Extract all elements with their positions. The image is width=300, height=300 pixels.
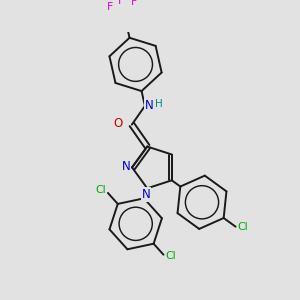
Text: F: F (131, 0, 137, 7)
Text: N: N (142, 188, 150, 201)
Text: F: F (107, 2, 113, 12)
Text: Cl: Cl (166, 251, 176, 261)
Text: Cl: Cl (95, 185, 106, 195)
Text: H: H (155, 99, 163, 109)
Text: N: N (146, 99, 154, 112)
Text: O: O (113, 117, 123, 130)
Text: N: N (122, 160, 130, 173)
Text: Cl: Cl (238, 222, 248, 232)
Text: F: F (118, 0, 124, 6)
